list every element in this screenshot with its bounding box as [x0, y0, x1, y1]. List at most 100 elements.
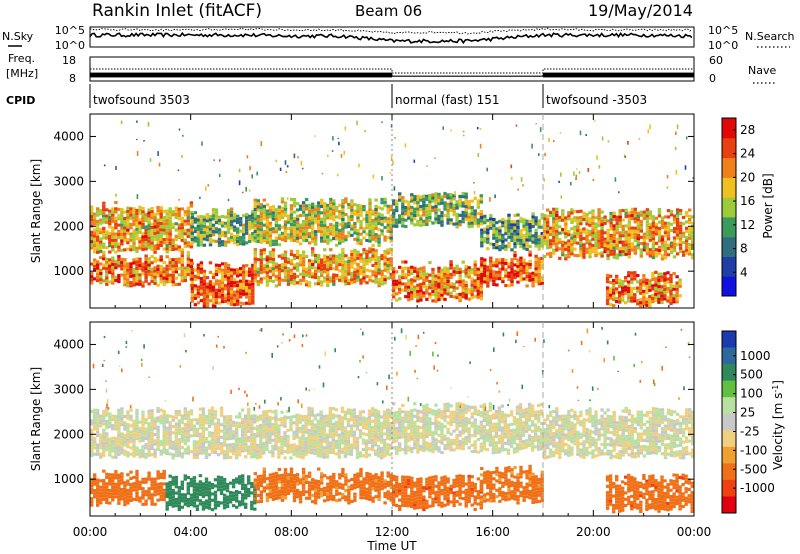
heatmap-cell [513, 239, 517, 243]
heatmap-cell [275, 159, 277, 162]
heatmap-cell [534, 219, 538, 223]
heatmap-cell [389, 230, 393, 234]
heatmap-cell [117, 255, 121, 259]
heatmap-cell [228, 455, 233, 459]
heatmap-cell [217, 301, 222, 305]
heatmap-cell [196, 291, 201, 295]
heatmap-cell [256, 425, 260, 429]
heatmap-cell [180, 223, 184, 227]
heatmap-cell [446, 283, 450, 287]
heatmap-cell [343, 439, 348, 443]
heatmap-cell [386, 436, 390, 440]
heatmap-cell [105, 260, 109, 264]
heatmap-cell [546, 239, 550, 243]
heatmap-cell [549, 251, 553, 255]
heatmap-cell [347, 269, 351, 273]
heatmap-cell [111, 455, 115, 459]
heatmap-cell [338, 275, 342, 279]
heatmap-cell [153, 259, 157, 263]
power-colorbar-swatch [722, 177, 736, 198]
heatmap-cell [295, 202, 300, 206]
heatmap-cell [510, 176, 513, 180]
heatmap-cell [389, 437, 393, 441]
heatmap-cell [174, 212, 178, 216]
heatmap-cell [304, 213, 309, 217]
heatmap-cell [190, 296, 195, 300]
heatmap-cell [624, 224, 628, 228]
heatmap-cell [311, 237, 315, 241]
heatmap-cell [335, 261, 339, 265]
heatmap-cell [398, 278, 402, 282]
heatmap-cell [220, 278, 225, 282]
heatmap-cell [364, 455, 369, 459]
heatmap-cell [156, 224, 160, 228]
heatmap-cell [431, 274, 435, 278]
heatmap-cell [476, 280, 480, 284]
heatmap-cell [298, 260, 303, 264]
heatmap-cell [292, 226, 297, 230]
heatmap-cell [211, 301, 216, 305]
heatmap-cell [467, 225, 471, 229]
heatmap-cell [111, 278, 115, 282]
heatmap-cell [464, 290, 468, 294]
heatmap-cell [156, 425, 160, 429]
heatmap-cell [108, 447, 112, 451]
heatmap-cell [268, 240, 273, 244]
heatmap-cell [540, 244, 544, 248]
heatmap-cell [214, 288, 219, 292]
heatmap-cell [552, 207, 556, 211]
heatmap-cell [111, 245, 115, 249]
heatmap-cell [479, 197, 483, 201]
heatmap-cell [304, 418, 308, 422]
heatmap-cell [467, 297, 471, 301]
heatmap-cell [177, 248, 181, 252]
heatmap-cell [93, 218, 97, 222]
heatmap-cell [253, 270, 257, 274]
heatmap-cell [374, 258, 378, 262]
heatmap-cell [96, 484, 100, 488]
heatmap-cell [334, 430, 338, 434]
heatmap-cell [467, 218, 471, 222]
heatmap-cell [105, 279, 109, 283]
heatmap-cell [362, 230, 366, 234]
heatmap-cell [618, 237, 622, 241]
heatmap-cell [486, 275, 490, 279]
heatmap-cell [217, 215, 222, 219]
heatmap-cell [636, 274, 640, 278]
heatmap-cell [307, 422, 311, 426]
heatmap-cell [129, 430, 133, 434]
heatmap-cell [398, 297, 402, 301]
heatmap-cell [607, 140, 610, 143]
heatmap-cell [431, 280, 435, 284]
heatmap-cell [332, 224, 336, 228]
heatmap-cell [645, 220, 650, 224]
heatmap-cell [111, 242, 115, 246]
heatmap-cell [332, 205, 336, 209]
heatmap-cell [392, 270, 396, 274]
heatmap-cell [250, 433, 254, 437]
heatmap-cell [504, 258, 508, 262]
heatmap-cell [546, 214, 550, 218]
heatmap-cell [232, 219, 237, 223]
heatmap-cell [449, 205, 453, 209]
heatmap-cell [295, 432, 299, 436]
heatmap-cell [102, 233, 106, 237]
heatmap-cell [615, 278, 619, 282]
heatmap-cell [138, 420, 142, 424]
heatmap-cell [201, 451, 206, 455]
heatmap-cell [117, 207, 121, 211]
heatmap-cell [358, 163, 360, 168]
heatmap-cell [401, 218, 405, 222]
heatmap-cell [498, 219, 502, 223]
heatmap-cell [367, 453, 372, 457]
heatmap-cell [144, 443, 148, 447]
heatmap-cell [380, 213, 384, 217]
heatmap-cell [135, 246, 139, 250]
heatmap-cell [129, 223, 133, 227]
heatmap-cell [489, 242, 493, 246]
heatmap-cell [476, 221, 480, 225]
heatmap-cell [326, 238, 330, 242]
heatmap-cell [105, 267, 109, 271]
heatmap-cell [217, 228, 222, 232]
heatmap-cell [373, 427, 378, 431]
